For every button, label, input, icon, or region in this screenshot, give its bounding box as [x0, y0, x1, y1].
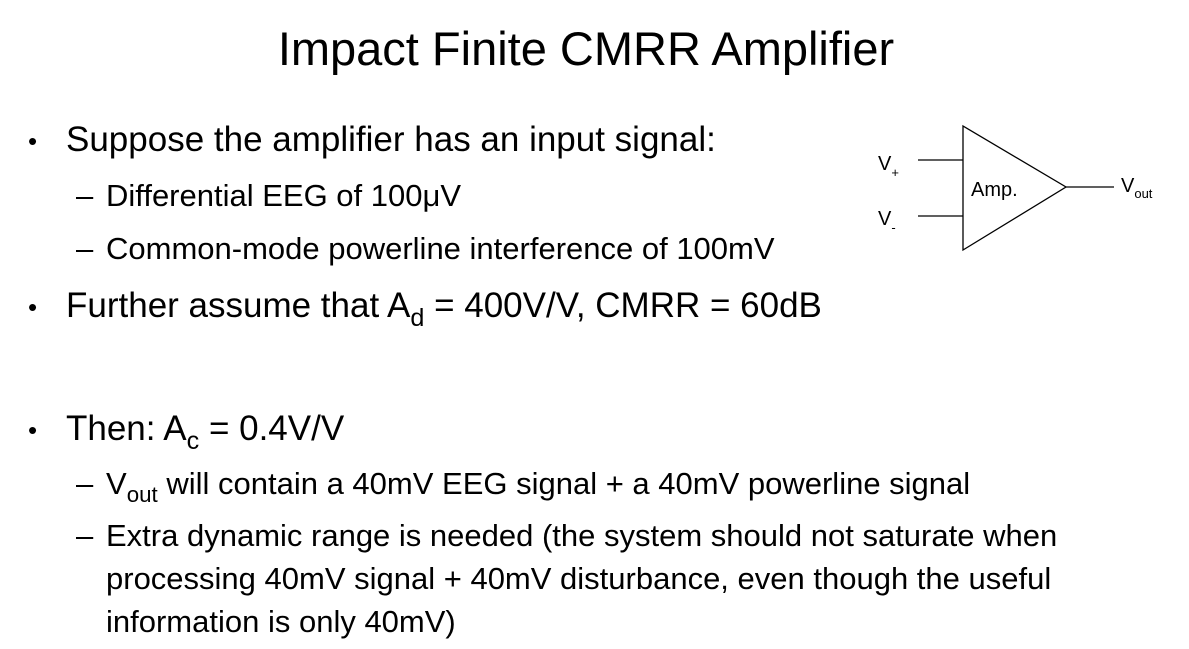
- bullet-marker: •: [28, 292, 38, 322]
- vplus-sub: +: [891, 165, 899, 180]
- subscript-c: c: [186, 426, 200, 455]
- then-text: Then: A: [66, 409, 187, 448]
- subscript-out: out: [126, 481, 158, 507]
- vout-diagram-v: V: [1121, 175, 1135, 197]
- dash-marker: –: [76, 466, 94, 501]
- vplus-label: V+: [878, 153, 899, 180]
- dash-marker: –: [76, 178, 94, 213]
- vplus-v: V: [878, 153, 892, 175]
- amplifier-diagram: Amp. V+ V- Vout: [878, 124, 1153, 252]
- subbullet-differential-eeg: Differential EEG of 100μV: [106, 178, 462, 213]
- vout-v: V: [106, 466, 127, 501]
- bullet-input-signal: Suppose the amplifier has an input signa…: [66, 120, 716, 159]
- amp-label: Amp.: [971, 179, 1018, 201]
- vminus-sub: -: [891, 220, 895, 235]
- dash-marker: –: [76, 231, 94, 266]
- amplifier-triangle: [962, 124, 1068, 252]
- vminus-label: V-: [878, 208, 896, 235]
- assumptions-text: Further assume that A: [66, 286, 411, 325]
- vminus-v: V: [878, 208, 892, 230]
- subbullet-dynamic-range-3: information is only 40mV): [106, 604, 456, 639]
- vout-text: will contain a 40mV EEG signal + a 40mV …: [157, 466, 971, 501]
- subbullet-vout-contains: Vout will contain a 40mV EEG signal + a …: [106, 464, 971, 507]
- vout-label: Vout: [1121, 175, 1153, 201]
- assumptions-values: = 400V/V, CMRR = 60dB: [424, 286, 822, 325]
- subbullet-common-mode: Common-mode powerline interference of 10…: [106, 231, 775, 266]
- subscript-d: d: [410, 303, 425, 332]
- bullet-marker: •: [28, 126, 38, 156]
- bullet-marker: •: [28, 415, 38, 445]
- dash-marker: –: [76, 518, 94, 553]
- bullet-assumptions: Further assume that Ad = 400V/V, CMRR = …: [66, 284, 822, 330]
- vout-diagram-sub: out: [1134, 186, 1152, 201]
- bullet-then: Then: Ac = 0.4V/V: [66, 407, 345, 453]
- slide-title: Impact Finite CMRR Amplifier: [277, 22, 895, 75]
- subbullet-dynamic-range-1: Extra dynamic range is needed (the syste…: [106, 518, 1058, 553]
- then-value: = 0.4V/V: [199, 409, 345, 448]
- subbullet-dynamic-range-2: processing 40mV signal + 40mV disturbanc…: [106, 561, 1052, 596]
